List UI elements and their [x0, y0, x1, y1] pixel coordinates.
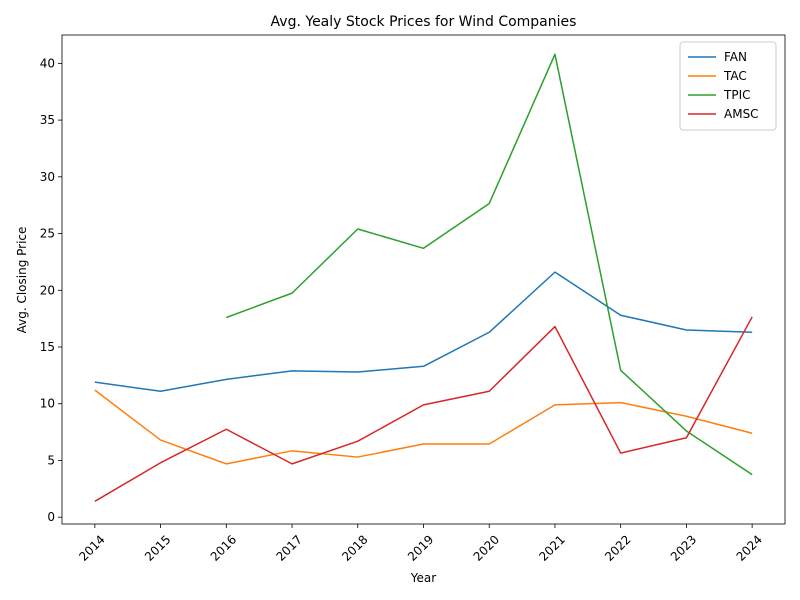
y-tick-label: 15	[40, 340, 55, 354]
x-tick-label: 2017	[273, 532, 304, 563]
y-tick-label: 0	[47, 510, 55, 524]
x-tick-label: 2014	[76, 532, 107, 563]
legend-label-tac: TAC	[723, 69, 747, 83]
x-tick-label: 2022	[602, 532, 633, 563]
x-tick-label: 2015	[142, 532, 173, 563]
x-tick-label: 2023	[668, 532, 699, 563]
x-tick-label: 2018	[339, 532, 370, 563]
x-tick-label: 2024	[734, 532, 765, 563]
y-tick-label: 30	[40, 170, 55, 184]
y-tick-label: 5	[47, 453, 55, 467]
legend-label-fan: FAN	[724, 50, 747, 64]
y-tick-label: 10	[40, 397, 55, 411]
x-tick-label: 2020	[471, 532, 502, 563]
legend-label-amsc: AMSC	[724, 107, 759, 121]
legend-label-tpic: TPIC	[723, 88, 750, 102]
legend-box	[679, 41, 777, 131]
chart-title: Avg. Yealy Stock Prices for Wind Compani…	[271, 14, 577, 30]
plot-frame	[61, 34, 786, 525]
series-line-tpic	[226, 53, 753, 476]
y-tick-label: 20	[40, 283, 55, 297]
series-line-fan	[94, 271, 753, 393]
x-tick-label: 2019	[405, 532, 436, 563]
x-axis: 2014 2015 2016 2017 2018 2019 2020 2021 2022 2023…	[76, 524, 765, 564]
x-tick-label: 2016	[208, 532, 239, 563]
series-line-tac	[94, 389, 753, 465]
y-axis: 0 5 10 15 20 25 30 35 40	[40, 56, 62, 524]
y-tick-label: 25	[40, 227, 55, 241]
y-tick-label: 35	[40, 113, 55, 127]
y-tick-label: 40	[40, 56, 55, 70]
y-axis-label: Avg. Closing Price	[15, 227, 29, 334]
x-axis-label: Year	[410, 571, 436, 585]
legend: FAN TAC TPIC AMSC	[679, 41, 777, 131]
plot-lines	[94, 53, 753, 502]
series-line-amsc	[94, 316, 753, 502]
x-tick-label: 2021	[536, 532, 567, 563]
